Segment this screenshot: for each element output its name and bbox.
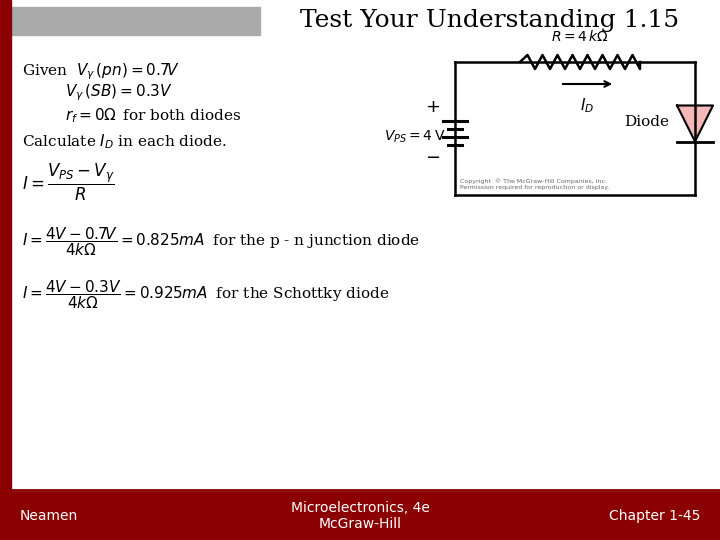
Text: $I = \dfrac{4V - 0.3V}{4k\Omega} = 0.925mA\;$ for the Schottky diode: $I = \dfrac{4V - 0.3V}{4k\Omega} = 0.925… — [22, 279, 390, 312]
Text: Calculate $I_D$ in each diode.: Calculate $I_D$ in each diode. — [22, 133, 227, 151]
Text: Test Your Understanding 1.15: Test Your Understanding 1.15 — [300, 9, 680, 31]
Text: $R = 4\,k\Omega$: $R = 4\,k\Omega$ — [551, 29, 609, 44]
Text: +: + — [426, 98, 441, 116]
Text: $V_{PS} = 4\,\mathrm{V}$: $V_{PS} = 4\,\mathrm{V}$ — [384, 129, 445, 145]
Text: $I = \dfrac{V_{PS} - V_{\gamma}}{R}$: $I = \dfrac{V_{PS} - V_{\gamma}}{R}$ — [22, 161, 114, 202]
Text: $-$: $-$ — [426, 147, 441, 165]
Text: Diode: Diode — [624, 114, 669, 129]
Text: $V_{\gamma}\,(SB) = 0.3V$: $V_{\gamma}\,(SB) = 0.3V$ — [65, 83, 173, 103]
Text: Chapter 1-45: Chapter 1-45 — [608, 509, 700, 523]
Text: Microelectronics, 4e
McGraw-Hill: Microelectronics, 4e McGraw-Hill — [291, 501, 429, 531]
Text: Given  $V_{\gamma}\,(pn) = 0.7V$: Given $V_{\gamma}\,(pn) = 0.7V$ — [22, 62, 180, 82]
Text: $r_f = 0\Omega\,$ for both diodes: $r_f = 0\Omega\,$ for both diodes — [65, 106, 241, 125]
Bar — [12, 7, 260, 35]
Text: Neamen: Neamen — [20, 509, 78, 523]
Text: Copyright  © The McGraw-Hill Companies, Inc.
Permission required for reproductio: Copyright © The McGraw-Hill Companies, I… — [460, 179, 609, 190]
Polygon shape — [677, 105, 713, 141]
Bar — [0, 492, 720, 540]
Text: $I_D$: $I_D$ — [580, 96, 595, 114]
Text: $I = \dfrac{4V - 0.7V}{4k\Omega} = 0.825mA\;$ for the p - n junction diode: $I = \dfrac{4V - 0.7V}{4k\Omega} = 0.825… — [22, 226, 420, 258]
Bar — [0, 0, 11, 492]
